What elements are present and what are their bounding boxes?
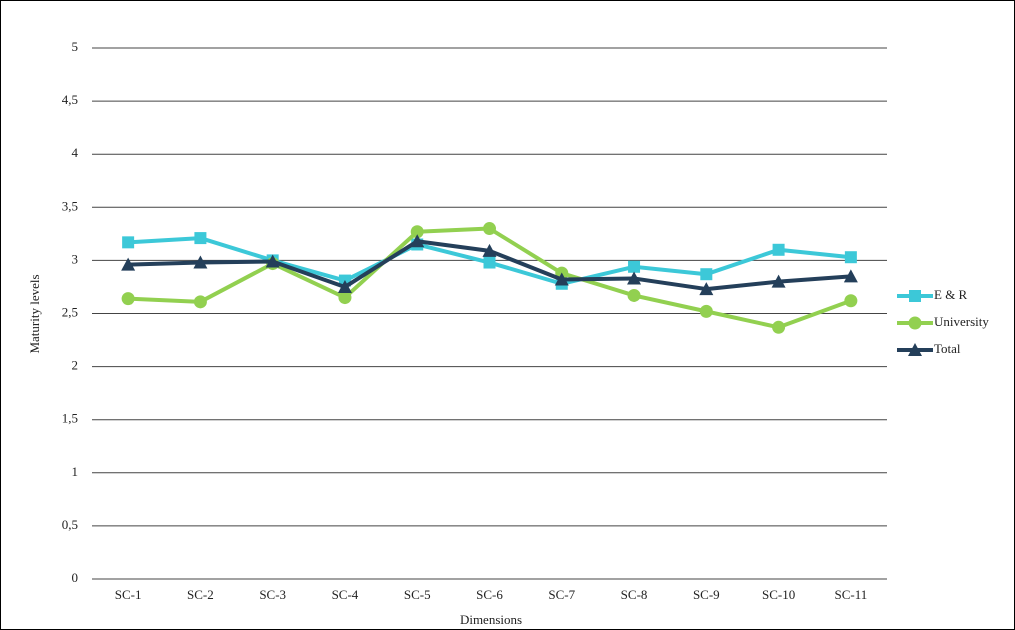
data-point [554,272,569,286]
x-tick-label: SC-4 [332,587,359,602]
x-tick-label: SC-3 [259,587,286,602]
y-tick-label: 2,5 [62,304,78,319]
data-point [410,225,424,239]
x-tick-label: SC-11 [834,587,867,602]
x-axis-title: Dimensions [460,612,522,627]
data-point [483,256,496,269]
y-tick-label: 4 [72,145,79,160]
data-point [483,222,496,236]
y-axis-title: Maturity levels [27,274,42,353]
data-point [700,268,713,281]
data-point [771,274,786,288]
y-tick-label: 5 [72,39,79,54]
data-point [194,232,207,245]
data-point [121,257,136,271]
data-point [627,288,641,302]
x-tick-label: SC-6 [476,587,503,602]
legend-label: University [934,314,989,329]
y-tick-label: 0 [72,570,79,585]
x-tick-label: SC-7 [548,587,575,602]
data-point [628,260,641,273]
data-point [772,243,785,256]
y-tick-label: 1,5 [62,411,78,426]
data-point [699,282,714,296]
y-tick-label: 1 [72,464,79,479]
legend-marker [908,316,922,330]
y-tick-label: 4,5 [62,92,78,107]
y-tick-label: 3 [72,251,79,266]
data-point [122,236,135,249]
data-point [844,251,857,264]
data-point [337,279,352,293]
y-tick-label: 3,5 [62,198,78,213]
data-point [265,254,280,268]
data-point [482,243,497,257]
data-point [338,291,352,305]
legend-label: E & R [934,287,968,302]
y-tick-label: 2 [72,358,79,373]
data-point [699,304,713,318]
data-point [410,234,425,248]
data-point [193,255,208,269]
data-point [843,269,858,283]
legend-marker [908,343,922,356]
x-tick-label: SC-8 [621,587,648,602]
x-tick-label: SC-9 [693,587,720,602]
x-tick-label: SC-5 [404,587,431,602]
data-point [627,271,642,285]
y-tick-label: 0,5 [62,517,78,532]
data-point [193,295,207,309]
legend-label: Total [934,341,961,356]
x-tick-label: SC-2 [187,587,214,602]
legend-marker [909,290,921,302]
x-tick-label: SC-1 [115,587,142,602]
data-point [772,320,786,334]
data-point [844,294,858,308]
data-point [121,292,135,306]
x-tick-label: SC-10 [762,587,795,602]
